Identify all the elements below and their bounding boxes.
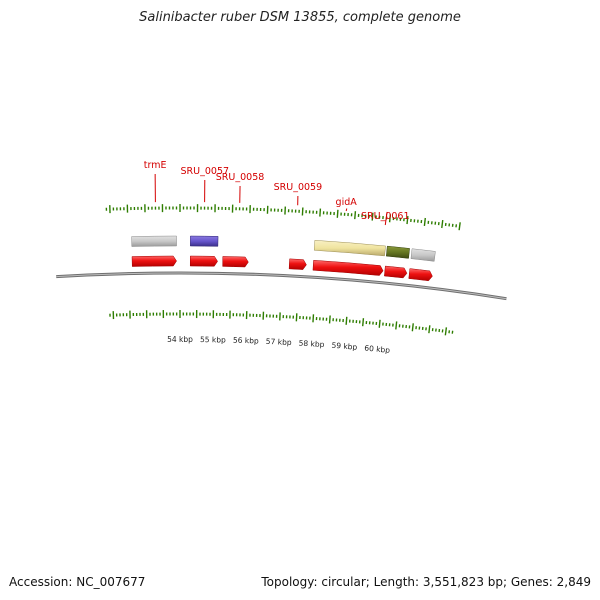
genome-summary-text: Topology: circular; Length: 3,551,823 bp… xyxy=(261,575,591,589)
gene-label: gidA xyxy=(336,197,358,208)
inner-ruler-tick xyxy=(428,325,431,334)
gene-leader-line xyxy=(345,208,348,212)
kbp-label: 54 kbp xyxy=(167,335,193,344)
outer-ruler-tick xyxy=(423,217,427,227)
inner-ruler-tick xyxy=(395,321,398,330)
inner-ruler-tick xyxy=(362,318,365,327)
cds-arrow xyxy=(384,265,408,279)
kbp-label: 55 kbp xyxy=(200,335,226,344)
feature-bar xyxy=(131,235,177,247)
outer-ruler-tick xyxy=(441,219,444,229)
cds-arrow xyxy=(189,255,218,267)
outer-ruler-tick xyxy=(354,211,357,220)
outer-ruler-tick xyxy=(336,209,339,218)
gene-label: SRU_0057 xyxy=(181,166,230,177)
feature-bar xyxy=(386,245,410,259)
feature-bar xyxy=(410,248,436,262)
kbp-label: 58 kbp xyxy=(298,338,325,349)
gene-label: trmE xyxy=(144,160,167,171)
feature-bar xyxy=(190,235,219,247)
outer-ruler-tick xyxy=(458,222,461,231)
cds-arrow xyxy=(312,259,384,276)
inner-ruler-tick xyxy=(312,314,315,323)
genome-backbone xyxy=(56,271,507,301)
gene-label: SRU_0058 xyxy=(216,172,265,183)
feature-bar xyxy=(313,240,386,257)
gene-label: SRU_0059 xyxy=(274,182,323,193)
cds-arrow xyxy=(408,268,433,282)
gene-label: SRU_0061 xyxy=(361,211,410,222)
outer-ruler-tick xyxy=(388,214,392,223)
kbp-label: 57 kbp xyxy=(266,337,292,347)
inner-ruler-tick xyxy=(411,323,414,332)
accession-text: Accession: NC_007677 xyxy=(9,575,146,589)
map-title: Salinibacter ruber DSM 13855, complete g… xyxy=(139,10,461,25)
cds-arrow xyxy=(222,256,249,268)
inner-ruler-tick xyxy=(328,315,331,324)
outer-ruler-tick xyxy=(406,216,409,225)
kbp-label: 56 kbp xyxy=(233,336,259,346)
genome-backbone-highlight xyxy=(56,272,507,300)
inner-ruler-tick xyxy=(444,327,448,336)
gene-leader-line xyxy=(384,211,388,226)
cds-arrow xyxy=(131,255,177,267)
inner-ruler-tick xyxy=(378,319,381,328)
kbp-label: 59 kbp xyxy=(331,341,358,352)
inner-ruler-tick xyxy=(345,316,348,325)
outer-ruler-tick xyxy=(371,212,374,221)
outer-ruler-tick xyxy=(319,208,322,217)
kbp-label: 60 kbp xyxy=(364,343,391,354)
cds-arrow xyxy=(288,258,307,270)
